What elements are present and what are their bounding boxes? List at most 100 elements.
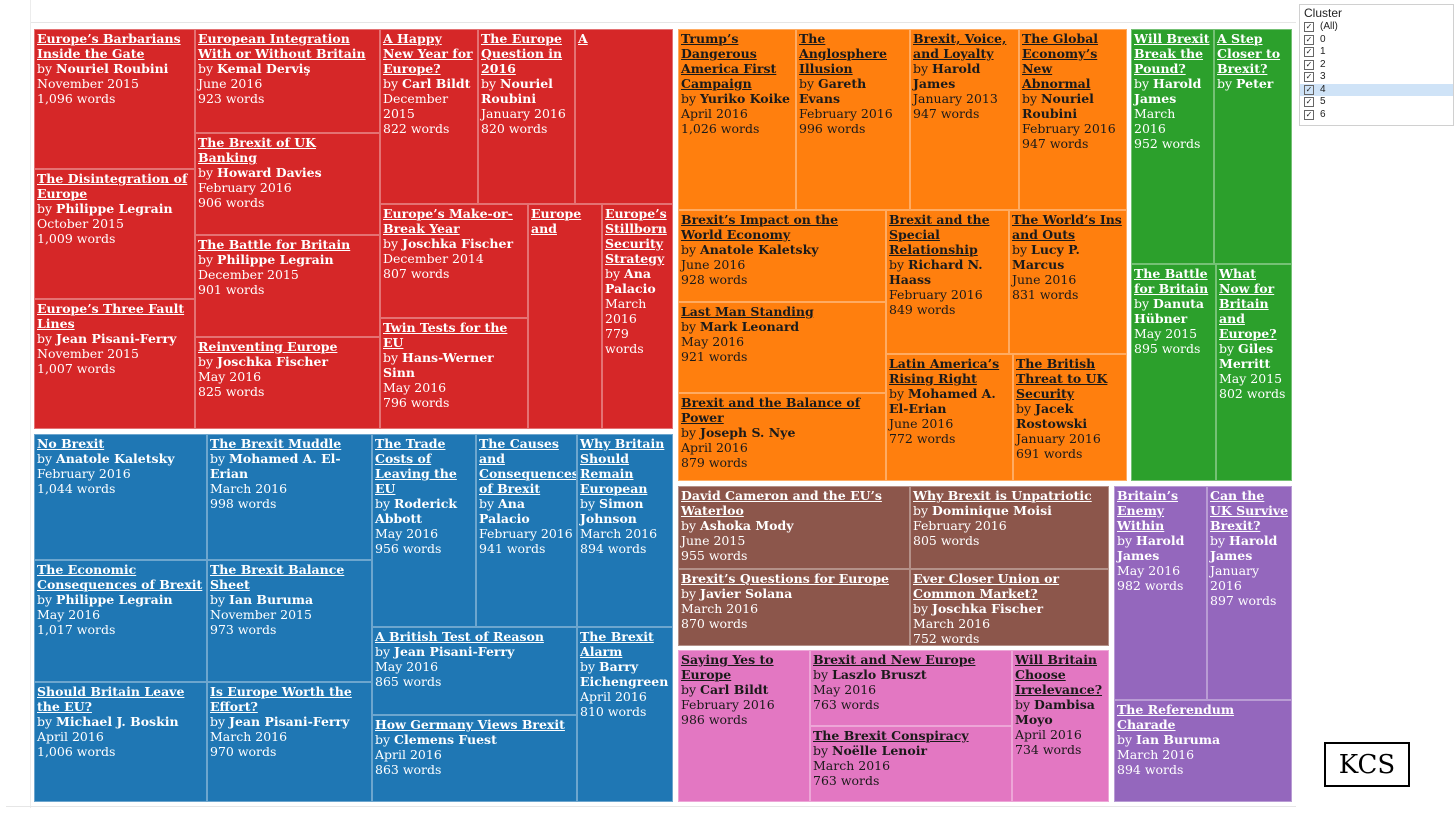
tile-title-link[interactable]: Europe and <box>531 206 582 236</box>
checkbox-icon[interactable]: ✓ <box>1304 34 1314 45</box>
legend-item-6[interactable]: ✓ 6 <box>1300 109 1453 122</box>
tile-title-link[interactable]: No Brexit <box>37 436 105 451</box>
checkbox-icon[interactable]: ✓ <box>1304 72 1314 83</box>
tile-title-link[interactable]: Brexit, Voice, and Loyalty <box>913 31 1007 61</box>
checkbox-icon[interactable]: ✓ <box>1304 47 1314 58</box>
tile-title-link[interactable]: Why Brexit is Unpatriotic <box>913 488 1092 503</box>
tile-title-link[interactable]: A Happy New Year for Europe? <box>383 31 473 76</box>
treemap-tile[interactable]: The Brexit Alarm by Barry Eichengreen Apri… <box>577 627 673 802</box>
treemap-tile[interactable]: The Global Economy’s New Abnormal by Nour… <box>1019 29 1127 210</box>
treemap-tile[interactable]: Brexit, Voice, and Loyalty by Harold Jame… <box>910 29 1019 210</box>
legend-item-0[interactable]: ✓ 0 <box>1300 34 1453 47</box>
treemap-tile[interactable]: Will Britain Choose Irrelevance? by Dambi… <box>1012 650 1109 802</box>
tile-title-link[interactable]: David Cameron and the EU’s Waterloo <box>681 488 882 518</box>
treemap-tile[interactable]: Will Brexit Break the Pound? by Harold Ja… <box>1131 29 1214 264</box>
treemap-tile[interactable]: Brexit and the Balance of Power by Joseph… <box>678 393 886 481</box>
treemap-tile[interactable]: Should Britain Leave the EU? by Michael J… <box>34 682 207 802</box>
treemap-tile[interactable]: A <box>575 29 673 204</box>
tile-title-link[interactable]: Is Europe Worth the Effort? <box>210 684 352 714</box>
checkbox-icon[interactable]: ✓ <box>1304 22 1314 33</box>
treemap-tile[interactable]: A Step Closer to Brexit? by Peter <box>1214 29 1292 264</box>
tile-title-link[interactable]: Europe’s Barbarians Inside the Gate <box>37 31 181 61</box>
tile-title-link[interactable]: The Brexit Muddle <box>210 436 342 451</box>
treemap-tile[interactable]: The Anglosphere Illusion by Gareth Evans F… <box>796 29 910 210</box>
legend-item-5[interactable]: ✓ 5 <box>1300 96 1453 109</box>
tile-title-link[interactable]: Why Britain Should Remain European <box>580 436 665 496</box>
treemap-tile[interactable]: Brexit and the Special Relationship by Ri… <box>886 210 1009 354</box>
treemap-tile[interactable]: Why Britain Should Remain European by Sim… <box>577 434 673 627</box>
tile-title-link[interactable]: Last Man Standing <box>681 304 814 319</box>
legend-item-2[interactable]: ✓ 2 <box>1300 59 1453 72</box>
treemap-tile[interactable]: The Battle for Britain by Philippe Legrai… <box>195 235 380 337</box>
checkbox-icon[interactable]: ✓ <box>1304 109 1314 120</box>
treemap-tile[interactable]: No Brexit by Anatole Kaletsky February 201… <box>34 434 207 560</box>
tile-title-link[interactable]: The World’s Ins and Outs <box>1012 212 1122 242</box>
tile-title-link[interactable]: The Europe Question in 2016 <box>481 31 563 76</box>
tile-title-link[interactable]: The Battle for Britain <box>198 237 351 252</box>
treemap-tile[interactable]: The Referendum Charade by Ian Buruma March… <box>1114 700 1292 802</box>
treemap-tile[interactable]: Can the UK Survive Brexit? by Harold Jame… <box>1207 486 1292 700</box>
tile-title-link[interactable]: Twin Tests for the EU <box>383 320 508 350</box>
tile-title-link[interactable]: Brexit’s Impact on the World Economy <box>681 212 839 242</box>
tile-title-link[interactable]: What Now for Britain and Europe? <box>1219 266 1277 341</box>
tile-title-link[interactable]: The Brexit of UK Banking <box>198 135 316 165</box>
treemap-tile[interactable]: Why Brexit is Unpatriotic by Dominique Mo… <box>910 486 1109 569</box>
treemap-tile[interactable]: Europe’s Barbarians Inside the Gate by No… <box>34 29 195 169</box>
treemap-tile[interactable]: The Causes and Consequences of Brexit by … <box>476 434 577 627</box>
treemap-tile[interactable]: Saying Yes to Europe by Carl Bildt Februar… <box>678 650 810 802</box>
legend-item-all[interactable]: ✓ (All) <box>1300 21 1453 34</box>
legend-item-1[interactable]: ✓ 1 <box>1300 46 1453 59</box>
treemap-tile[interactable]: The Battle for Britain by Danuta Hübner Ma… <box>1131 264 1216 481</box>
treemap-tile[interactable]: David Cameron and the EU’s Waterloo by As… <box>678 486 910 569</box>
treemap-tile[interactable]: The World’s Ins and Outs by Lucy P. Marcu… <box>1009 210 1127 354</box>
tile-title-link[interactable]: Trump’s Dangerous America First Campaign <box>681 31 777 91</box>
treemap-tile[interactable]: Europe’s Stillborn Security Strategy by A… <box>602 204 673 429</box>
tile-title-link[interactable]: Reinventing Europe <box>198 339 338 354</box>
treemap-tile[interactable]: The British Threat to UK Security by Jace… <box>1013 354 1127 481</box>
tile-title-link[interactable]: The Causes and Consequences of Brexit <box>479 436 577 496</box>
tile-title-link[interactable]: The Brexit Alarm <box>580 629 654 659</box>
treemap-tile[interactable]: Britain’s Enemy Within by Harold James May… <box>1114 486 1207 700</box>
tile-title-link[interactable]: The Economic Consequences of Brexit <box>37 562 203 592</box>
treemap-tile[interactable]: The Europe Question in 2016 by Nouriel Ro… <box>478 29 575 204</box>
treemap-tile[interactable]: Europe and <box>528 204 602 429</box>
treemap-tile[interactable]: A British Test of Reason by Jean Pisani-F… <box>372 627 577 715</box>
treemap-tile[interactable]: What Now for Britain and Europe? by Giles… <box>1216 264 1292 481</box>
treemap-tile[interactable]: The Brexit Balance Sheet by Ian Buruma Nov… <box>207 560 372 682</box>
tile-title-link[interactable]: Britain’s Enemy Within <box>1117 488 1178 533</box>
treemap-tile[interactable]: The Disintegration of Europe by Philippe … <box>34 169 195 299</box>
tile-title-link[interactable]: Saying Yes to Europe <box>681 652 774 682</box>
tile-title-link[interactable]: The Brexit Balance Sheet <box>210 562 345 592</box>
tile-title-link[interactable]: Brexit and the Balance of Power <box>681 395 861 425</box>
tile-title-link[interactable]: Brexit and the Special Relationship <box>889 212 990 257</box>
tile-title-link[interactable]: How Germany Views Brexit <box>375 717 565 732</box>
tile-title-link[interactable]: Europe’s Stillborn Security Strategy <box>605 206 667 266</box>
checkbox-icon[interactable]: ✓ <box>1304 59 1314 70</box>
treemap-tile[interactable]: Is Europe Worth the Effort? by Jean Pisan… <box>207 682 372 802</box>
treemap-tile[interactable]: Europe’s Three Fault Lines by Jean Pisani… <box>34 299 195 429</box>
treemap-tile[interactable]: European Integration With or Without Bri… <box>195 29 380 133</box>
treemap-tile[interactable]: The Brexit of UK Banking by Howard Davies… <box>195 133 380 235</box>
treemap-tile[interactable]: Twin Tests for the EU by Hans-Werner Sinn… <box>380 318 528 429</box>
tile-title-link[interactable]: Should Britain Leave the EU? <box>37 684 185 714</box>
treemap-tile[interactable]: Europe’s Make-or-Break Year by Joschka Fi… <box>380 204 528 318</box>
tile-title-link[interactable]: Will Britain Choose Irrelevance? <box>1015 652 1103 697</box>
tile-title-link[interactable]: The Referendum Charade <box>1117 702 1235 732</box>
tile-title-link[interactable]: The Anglosphere Illusion <box>799 31 887 76</box>
tile-title-link[interactable]: Ever Closer Union or Common Market? <box>913 571 1060 601</box>
treemap-tile[interactable]: Brexit and New Europe by Laszlo Bruszt May… <box>810 650 1012 726</box>
tile-title-link[interactable]: The British Threat to UK Security <box>1016 356 1108 401</box>
treemap-tile[interactable]: Last Man Standing by Mark Leonard May 2016… <box>678 302 886 393</box>
tile-title-link[interactable]: European Integration With or Without Bri… <box>198 31 366 61</box>
tile-title-link[interactable]: Europe’s Make-or-Break Year <box>383 206 513 236</box>
cluster-filter-legend[interactable]: Cluster ✓ (All) ✓ 0 ✓ 1 ✓ 2 ✓ 3 ✓ 4 ✓ 5 ✓ 6 <box>1299 4 1454 126</box>
tile-title-link[interactable]: The Disintegration of Europe <box>37 171 188 201</box>
tile-title-link[interactable]: Brexit and New Europe <box>813 652 976 667</box>
tile-title-link[interactable]: The Battle for Britain <box>1134 266 1209 296</box>
treemap-tile[interactable]: The Brexit Muddle by Mohamed A. El-Erian M… <box>207 434 372 560</box>
tile-title-link[interactable]: The Global Economy’s New Abnormal <box>1022 31 1099 91</box>
treemap-tile[interactable]: How Germany Views Brexit by Clemens Fuest… <box>372 715 577 802</box>
tile-title-link[interactable]: Europe’s Three Fault Lines <box>37 301 185 331</box>
treemap-tile[interactable]: Reinventing Europe by Joschka Fischer May … <box>195 337 380 429</box>
treemap-tile[interactable]: The Brexit Conspiracy by Noëlle Lenoir Mar… <box>810 726 1012 802</box>
